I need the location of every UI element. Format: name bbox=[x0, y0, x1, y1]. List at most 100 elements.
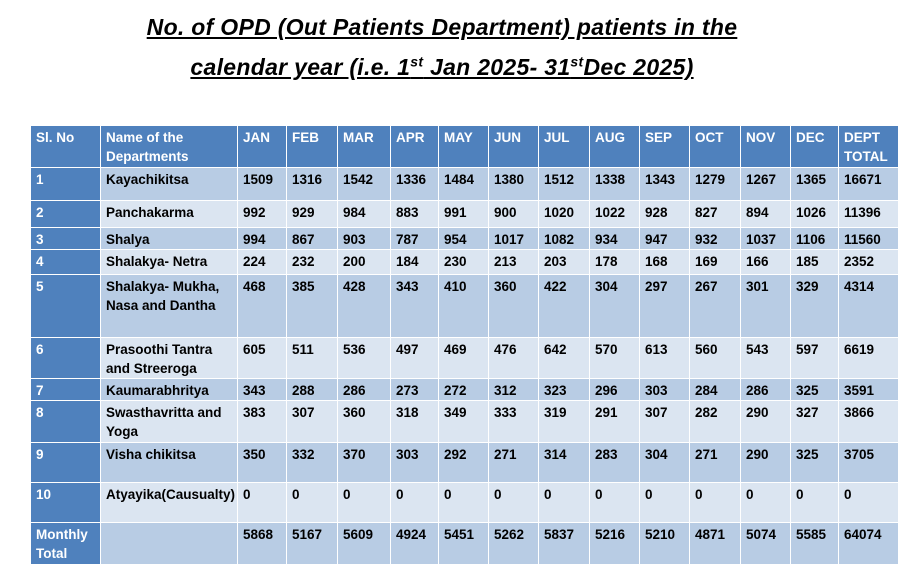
value-cell: 288 bbox=[286, 378, 338, 401]
column-header: DEPT TOTAL bbox=[838, 125, 899, 168]
value-cell: 422 bbox=[538, 274, 590, 338]
table-row: 1 Kayachikitsa 1509 1316 1542 1336 1484 1380 151… bbox=[30, 167, 899, 201]
value-cell: 11396 bbox=[838, 200, 899, 228]
value-cell: 213 bbox=[488, 249, 539, 275]
value-cell: 385 bbox=[286, 274, 338, 338]
value-cell: 360 bbox=[337, 400, 391, 443]
value-cell: 1082 bbox=[538, 227, 590, 250]
value-cell: 984 bbox=[337, 200, 391, 228]
title-line-2: calendar year (i.e. 1st Jan 2025- 31stDe… bbox=[0, 54, 884, 81]
value-cell: 325 bbox=[790, 442, 839, 483]
value-cell: 497 bbox=[390, 337, 439, 379]
value-cell: 410 bbox=[438, 274, 489, 338]
value-cell: 954 bbox=[438, 227, 489, 250]
table-row: 3 Shalya 994 867 903 787 954 1017 1082 934 947 932 1… bbox=[30, 227, 899, 250]
value-cell: 230 bbox=[438, 249, 489, 275]
value-cell: 0 bbox=[237, 482, 287, 523]
serial-number-cell: 5 bbox=[30, 274, 101, 338]
value-cell: 0 bbox=[589, 482, 640, 523]
table-row: 8 Swasthavritta and Yoga 383 307 360 318 349 33… bbox=[30, 400, 899, 443]
column-header: FEB bbox=[286, 125, 338, 168]
title-sup: st bbox=[410, 53, 424, 70]
value-cell: 16671 bbox=[838, 167, 899, 201]
value-cell: 5074 bbox=[740, 522, 791, 565]
value-cell: 1267 bbox=[740, 167, 791, 201]
value-cell: 286 bbox=[740, 378, 791, 401]
value-cell: 290 bbox=[740, 442, 791, 483]
value-cell: 283 bbox=[589, 442, 640, 483]
column-header: JAN bbox=[237, 125, 287, 168]
value-cell: 1542 bbox=[337, 167, 391, 201]
value-cell: 929 bbox=[286, 200, 338, 228]
value-cell: 0 bbox=[689, 482, 741, 523]
value-cell: 343 bbox=[237, 378, 287, 401]
value-cell: 284 bbox=[689, 378, 741, 401]
value-cell: 0 bbox=[337, 482, 391, 523]
value-cell: 232 bbox=[286, 249, 338, 275]
value-cell: 0 bbox=[639, 482, 690, 523]
value-cell: 350 bbox=[237, 442, 287, 483]
value-cell: 1380 bbox=[488, 167, 539, 201]
department-name-cell: Panchakarma bbox=[100, 200, 238, 228]
department-name-cell: Prasoothi Tantra and Streeroga bbox=[100, 337, 238, 379]
value-cell: 11560 bbox=[838, 227, 899, 250]
column-header: MAR bbox=[337, 125, 391, 168]
opd-table: Sl. No Name of the Departments JAN FEB MAR AP… bbox=[30, 125, 899, 565]
value-cell: 370 bbox=[337, 442, 391, 483]
table-row: 5 Shalakya- Mukha, Nasa and Dantha 468 385 4… bbox=[30, 274, 899, 338]
column-header: JUL bbox=[538, 125, 590, 168]
department-name-cell: Swasthavritta and Yoga bbox=[100, 400, 238, 443]
serial-number-cell: 7 bbox=[30, 378, 101, 401]
title-text: calendar year (i.e. 1 bbox=[190, 54, 411, 80]
value-cell: 4924 bbox=[390, 522, 439, 565]
value-cell: 303 bbox=[390, 442, 439, 483]
value-cell: 1338 bbox=[589, 167, 640, 201]
column-header: AUG bbox=[589, 125, 640, 168]
serial-number-cell: 3 bbox=[30, 227, 101, 250]
value-cell: 642 bbox=[538, 337, 590, 379]
column-header: APR bbox=[390, 125, 439, 168]
value-cell: 900 bbox=[488, 200, 539, 228]
value-cell: 1020 bbox=[538, 200, 590, 228]
table-row: 9 Visha chikitsa 350 332 370 303 292 271 314 283 3… bbox=[30, 442, 899, 483]
value-cell: 166 bbox=[740, 249, 791, 275]
value-cell: 307 bbox=[639, 400, 690, 443]
value-cell: 903 bbox=[337, 227, 391, 250]
department-name-cell: Atyayika(Causualty) bbox=[100, 482, 238, 523]
department-name-cell: Shalakya- Netra bbox=[100, 249, 238, 275]
value-cell: 307 bbox=[286, 400, 338, 443]
value-cell: 282 bbox=[689, 400, 741, 443]
value-cell: 5837 bbox=[538, 522, 590, 565]
value-cell: 605 bbox=[237, 337, 287, 379]
value-cell: 511 bbox=[286, 337, 338, 379]
value-cell: 928 bbox=[639, 200, 690, 228]
value-cell: 5167 bbox=[286, 522, 338, 565]
value-cell: 469 bbox=[438, 337, 489, 379]
value-cell: 1026 bbox=[790, 200, 839, 228]
value-cell: 1484 bbox=[438, 167, 489, 201]
department-name-cell: Shalya bbox=[100, 227, 238, 250]
department-name-cell bbox=[100, 522, 238, 565]
value-cell: 272 bbox=[438, 378, 489, 401]
value-cell: 992 bbox=[237, 200, 287, 228]
value-cell: 292 bbox=[438, 442, 489, 483]
column-header: MAY bbox=[438, 125, 489, 168]
value-cell: 184 bbox=[390, 249, 439, 275]
table-row: 6 Prasoothi Tantra and Streeroga 605 511 536… bbox=[30, 337, 899, 379]
serial-number-cell: 8 bbox=[30, 400, 101, 443]
value-cell: 5216 bbox=[589, 522, 640, 565]
value-cell: 286 bbox=[337, 378, 391, 401]
value-cell: 0 bbox=[740, 482, 791, 523]
value-cell: 318 bbox=[390, 400, 439, 443]
value-cell: 267 bbox=[689, 274, 741, 338]
value-cell: 168 bbox=[639, 249, 690, 275]
value-cell: 1037 bbox=[740, 227, 791, 250]
value-cell: 185 bbox=[790, 249, 839, 275]
title-text: Jan 2025- 31 bbox=[423, 54, 571, 80]
value-cell: 0 bbox=[488, 482, 539, 523]
value-cell: 5451 bbox=[438, 522, 489, 565]
header-row: Sl. No Name of the Departments JAN FEB MAR AP… bbox=[30, 125, 899, 168]
serial-number-cell: 2 bbox=[30, 200, 101, 228]
table-row: 4 Shalakya- Netra 224 232 200 184 230 213 203 178… bbox=[30, 249, 899, 275]
value-cell: 597 bbox=[790, 337, 839, 379]
